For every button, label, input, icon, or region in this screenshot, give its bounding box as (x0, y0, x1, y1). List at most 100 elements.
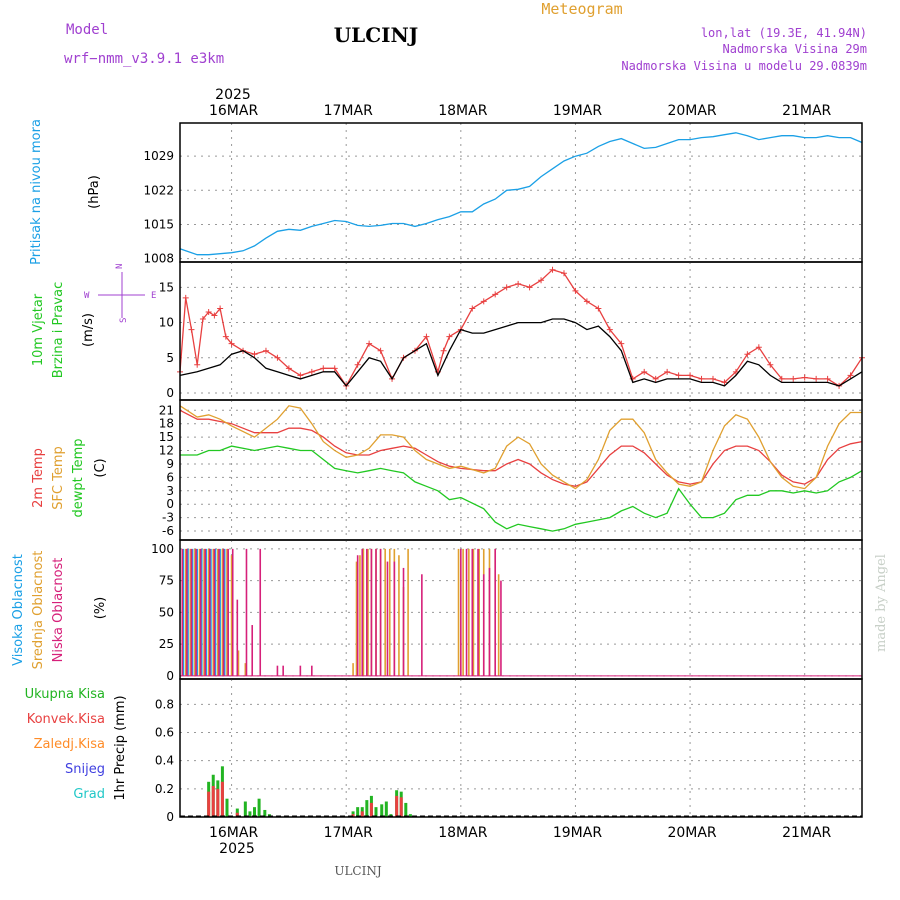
cloud-bar (465, 548, 468, 676)
cloud-bar (393, 561, 396, 676)
cloud-bar (184, 548, 187, 676)
wind-speed-marker (440, 347, 447, 354)
wind-speed-marker (308, 368, 315, 375)
cloud-bar (203, 548, 205, 676)
cloud-ytick: 0 (166, 669, 174, 683)
cloud-bar (407, 548, 409, 676)
wind-speed-marker (664, 368, 671, 375)
wind-ytick: 10 (159, 316, 174, 330)
precip-ytick: 0.2 (155, 782, 174, 796)
wind-speed-marker (560, 270, 567, 277)
precip-bar (360, 811, 364, 817)
footer-station: ULCINJ (334, 864, 382, 878)
temp-2m-label: 2m Temp (31, 448, 46, 508)
precip-ytick: 0.4 (155, 754, 174, 768)
cloud-bar (217, 548, 219, 676)
wind-speed-marker (262, 347, 269, 354)
cloud-bar (237, 650, 240, 676)
cloud-low-label: Niska Oblacnost (51, 558, 66, 663)
wind-speed-marker (698, 375, 705, 382)
pressure-panel: 1008 1015 1022 1029 (143, 122, 863, 266)
wind-speed-marker (492, 291, 499, 298)
cloud-bar (497, 574, 500, 676)
wind-speed-marker (641, 368, 648, 375)
wind-speed-marker (199, 316, 206, 323)
wind-speed-marker (377, 347, 384, 354)
date-label-top: 18MAR (438, 103, 487, 119)
wind-speed-marker (687, 372, 694, 379)
wind-speed-marker (285, 365, 292, 372)
temperature-series-dewpt-temp (180, 445, 863, 532)
compass-s: S (119, 318, 129, 323)
precip-bar (399, 797, 403, 817)
precip-bar (374, 807, 378, 817)
temperature-ytick: -6 (162, 524, 174, 538)
cloud-bar (186, 548, 188, 676)
cloud-bar (227, 548, 229, 676)
date-label-bottom: 17MAR (324, 825, 373, 841)
precip-ytick: 0 (166, 810, 174, 824)
wind-speed-marker (675, 372, 682, 379)
compass: N W E S (84, 264, 156, 323)
precip-bar (211, 786, 215, 817)
temperature-ytick: 21 (159, 403, 174, 417)
cloud-bar (276, 665, 279, 676)
cloud-bar (219, 548, 221, 676)
temperature-frame (179, 399, 863, 541)
cloud-bar (386, 561, 389, 676)
cloud-bar (204, 548, 207, 676)
wind-speed-marker (790, 375, 797, 382)
cloud-bar (222, 548, 225, 676)
cloud-bar (355, 561, 358, 676)
cloud-bar (245, 548, 248, 676)
cloud-bar (207, 548, 210, 676)
wind-speed-marker (583, 298, 590, 305)
precip-unit: 1hr Precip (mm) (113, 695, 128, 800)
temperature-ytick: 12 (159, 444, 174, 458)
precip-bar (225, 798, 229, 817)
cloud-bar (356, 555, 359, 676)
wind-panel: 0 5 10 15 (159, 261, 865, 401)
wind-speed-marker (354, 361, 361, 368)
wind-speed-marker (211, 312, 218, 319)
wind-series-gust (179, 318, 863, 387)
wind-frame (179, 261, 863, 401)
cloud-bar (221, 548, 224, 676)
date-label-top: 20MAR (667, 103, 716, 119)
cloud-bar (421, 574, 423, 676)
cloud-bar (398, 555, 400, 676)
wind-speed-marker (182, 294, 189, 301)
cloud-bar (190, 548, 193, 676)
cloud-bar (468, 548, 470, 676)
product-title: Meteogram (541, 0, 622, 18)
pressure-frame (179, 122, 863, 263)
cloud-bar (199, 548, 202, 676)
wind-speed-marker (572, 287, 579, 294)
model-elevation-text: Nadmorska Visina u modelu 29.0839m (621, 59, 867, 73)
precip-conv-label: Konvek.Kisa (27, 712, 105, 727)
cloud-bar (223, 548, 226, 676)
precip-bar (263, 809, 267, 817)
cloud-bar (212, 548, 215, 676)
precip-ytick: 0.6 (155, 726, 174, 740)
compass-n: N (115, 264, 125, 269)
temp-dewpt-label: dewpt Temp (71, 438, 86, 517)
cloud-high-label: Visoka Oblacnost (11, 554, 26, 666)
wind-unit: (m/s) (81, 313, 96, 347)
cloud-ytick: 50 (159, 605, 174, 619)
wind-speed-marker (744, 351, 751, 358)
cloud-bar (352, 663, 354, 676)
cloud-bar (213, 548, 216, 676)
cloud-frame (179, 539, 863, 680)
wind-speed-marker (331, 365, 338, 372)
date-label-top: 17MAR (324, 103, 373, 119)
cloud-bar (181, 548, 184, 676)
wind-subtitle: Brzina i Pravac (51, 282, 66, 379)
cloud-unit: (%) (93, 597, 108, 620)
cloud-bar (191, 548, 194, 676)
cloud-bar (370, 548, 373, 676)
cloud-ytick: 25 (159, 637, 174, 651)
temperature-series-2m-temp (179, 409, 863, 487)
